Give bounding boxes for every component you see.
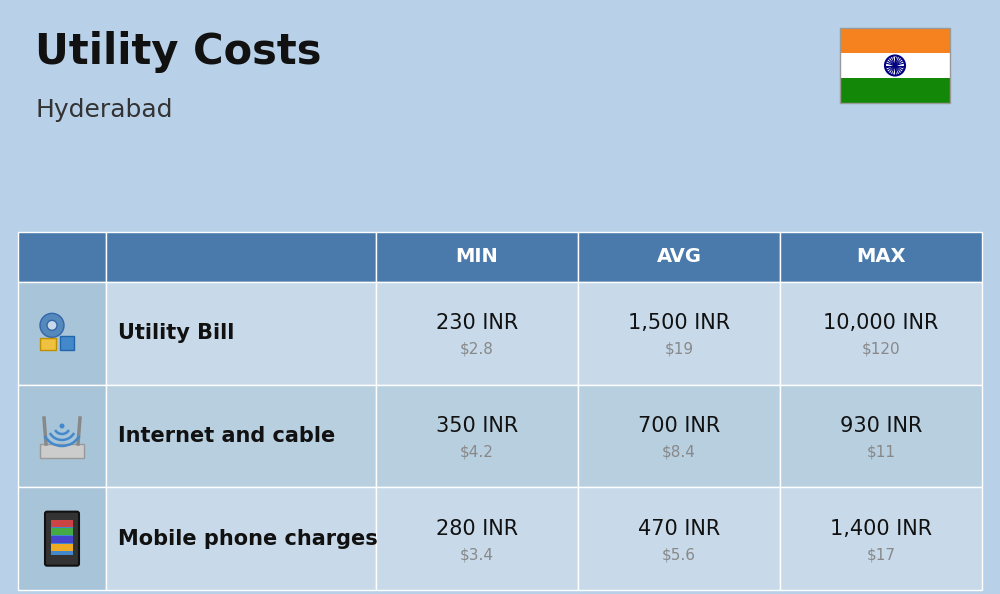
Text: 1,400 INR: 1,400 INR: [830, 519, 932, 539]
Bar: [840, 28, 950, 53]
Bar: [106, 385, 376, 487]
Text: $17: $17: [866, 547, 896, 562]
Bar: [780, 232, 982, 282]
Text: $2.8: $2.8: [460, 342, 494, 357]
Bar: [780, 282, 982, 385]
Text: 930 INR: 930 INR: [840, 416, 922, 436]
Bar: [18, 487, 106, 590]
Text: Utility Bill: Utility Bill: [118, 323, 234, 343]
Bar: [106, 282, 376, 385]
Text: AVG: AVG: [656, 248, 702, 267]
Bar: [840, 28, 950, 103]
Bar: [376, 282, 578, 385]
Text: 230 INR: 230 INR: [436, 313, 518, 333]
Bar: [578, 487, 780, 590]
Bar: [18, 282, 106, 385]
Text: $5.6: $5.6: [662, 547, 696, 562]
Bar: [780, 487, 982, 590]
Text: $3.4: $3.4: [460, 547, 494, 562]
Bar: [60, 336, 74, 350]
Bar: [840, 78, 950, 103]
Text: 470 INR: 470 INR: [638, 519, 720, 539]
Text: MIN: MIN: [456, 248, 498, 267]
Text: 1,500 INR: 1,500 INR: [628, 313, 730, 333]
Text: 280 INR: 280 INR: [436, 519, 518, 539]
Bar: [51, 520, 73, 555]
Bar: [40, 444, 84, 458]
Text: $19: $19: [664, 342, 694, 357]
Bar: [18, 385, 106, 487]
Bar: [376, 487, 578, 590]
Text: $120: $120: [862, 342, 900, 357]
Text: Hyderabad: Hyderabad: [35, 98, 173, 122]
Bar: [106, 487, 376, 590]
FancyBboxPatch shape: [45, 511, 79, 565]
Bar: [376, 232, 578, 282]
Bar: [780, 385, 982, 487]
Text: 350 INR: 350 INR: [436, 416, 518, 436]
Text: 700 INR: 700 INR: [638, 416, 720, 436]
Bar: [578, 232, 780, 282]
Circle shape: [894, 64, 896, 67]
Text: $4.2: $4.2: [460, 444, 494, 460]
Text: $11: $11: [866, 444, 896, 460]
Bar: [40, 339, 56, 350]
Text: Mobile phone charges: Mobile phone charges: [118, 529, 378, 549]
Text: MAX: MAX: [856, 248, 906, 267]
Text: Internet and cable: Internet and cable: [118, 426, 335, 446]
Bar: [51, 544, 73, 551]
Bar: [106, 232, 376, 282]
Circle shape: [47, 320, 57, 330]
Bar: [376, 385, 578, 487]
Text: Utility Costs: Utility Costs: [35, 31, 322, 73]
Bar: [840, 53, 950, 78]
Bar: [578, 385, 780, 487]
Bar: [51, 520, 73, 527]
Text: $8.4: $8.4: [662, 444, 696, 460]
Circle shape: [60, 424, 64, 428]
Circle shape: [40, 313, 64, 337]
Bar: [18, 232, 106, 282]
Bar: [578, 282, 780, 385]
Bar: [51, 527, 73, 535]
Text: 10,000 INR: 10,000 INR: [823, 313, 939, 333]
Bar: [51, 536, 73, 543]
